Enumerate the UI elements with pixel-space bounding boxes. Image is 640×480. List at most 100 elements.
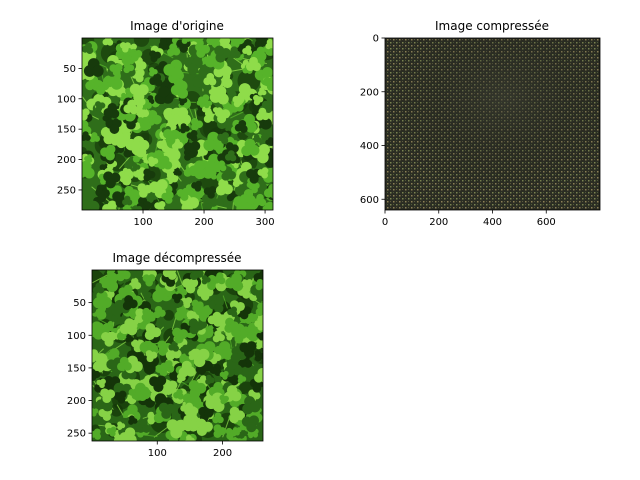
clover-leaf bbox=[161, 360, 175, 373]
clover-leaf bbox=[225, 273, 244, 292]
clover-leaf bbox=[188, 318, 205, 335]
clover-leaf bbox=[256, 331, 263, 341]
clover-leaf bbox=[186, 129, 198, 142]
clover-leaf bbox=[92, 282, 105, 294]
clover-leaf bbox=[149, 73, 163, 87]
clover-leaf bbox=[183, 148, 196, 161]
x-tick-label: 100 bbox=[148, 448, 167, 459]
clover-leaf bbox=[82, 200, 100, 210]
x-tick-label: 200 bbox=[213, 448, 232, 459]
y-tick-label: 100 bbox=[57, 94, 76, 105]
clover-leaf bbox=[256, 107, 270, 121]
clover-leaf bbox=[84, 154, 93, 163]
grass-blade bbox=[176, 270, 183, 285]
clover-leaf bbox=[213, 272, 226, 285]
clover-leaf bbox=[245, 56, 261, 72]
clover-leaf bbox=[253, 94, 264, 106]
clover-leaf bbox=[213, 341, 231, 360]
clover-leaf bbox=[105, 118, 122, 134]
clover-leaf bbox=[219, 370, 229, 380]
clover-leaf bbox=[254, 319, 263, 331]
clover-leaf bbox=[148, 179, 168, 199]
x-tick-label: 300 bbox=[256, 217, 275, 228]
subplot-title-decompressed: Image décompressée bbox=[113, 251, 242, 265]
clover-leaf bbox=[215, 160, 227, 172]
clover-leaf bbox=[149, 67, 158, 77]
clover-leaf bbox=[255, 302, 263, 317]
shadow-blotch bbox=[163, 309, 175, 321]
clover-leaf bbox=[144, 323, 162, 341]
clover-leaf bbox=[148, 156, 159, 167]
clover-leaf bbox=[213, 424, 227, 438]
clover-leaf bbox=[225, 427, 237, 440]
clover-leaf bbox=[176, 187, 191, 201]
clover-leaf bbox=[246, 168, 262, 184]
y-tick-label: 250 bbox=[57, 185, 76, 196]
clover-leaf bbox=[103, 171, 121, 189]
clover-leaf bbox=[167, 43, 181, 57]
clover-leaf bbox=[212, 412, 224, 424]
clover-leaf bbox=[92, 408, 99, 417]
clover-leaf bbox=[154, 86, 174, 105]
clover-leaf bbox=[181, 38, 192, 44]
clover-leaf bbox=[201, 275, 211, 285]
clover-leaf bbox=[224, 150, 237, 162]
grass-blade bbox=[247, 38, 253, 42]
clover-leaf bbox=[125, 334, 134, 343]
clover-leaf bbox=[185, 434, 195, 441]
clover-leaf bbox=[95, 187, 110, 203]
clover-leaf bbox=[257, 87, 267, 96]
clover-leaf bbox=[203, 73, 217, 86]
grass-blade bbox=[118, 156, 130, 170]
clover-leaf bbox=[113, 390, 127, 404]
clover-leaf bbox=[176, 373, 186, 384]
clover-leaf bbox=[249, 378, 263, 393]
clover-leaf bbox=[161, 191, 174, 204]
ticks-original: 100 200 300 50 100 150 200 250 bbox=[57, 64, 275, 228]
clover-leaf bbox=[214, 45, 231, 63]
clover-leaf bbox=[142, 291, 152, 301]
clover-leaf bbox=[117, 421, 126, 430]
clover-leaf bbox=[231, 328, 248, 344]
grass-blade bbox=[131, 208, 136, 210]
subplot-title-original: Image d'origine bbox=[130, 19, 224, 33]
clover-leaf bbox=[119, 42, 131, 53]
ticks-decompressed: 100 200 50 100 150 200 250 bbox=[67, 298, 232, 459]
clover-leaf bbox=[215, 178, 233, 196]
clover-leaf bbox=[205, 374, 215, 385]
clover-leaf bbox=[203, 109, 217, 123]
grass-blade bbox=[222, 295, 228, 309]
clover-leaf bbox=[96, 378, 106, 389]
clover-leaf bbox=[142, 274, 156, 287]
x-tick-label: 100 bbox=[133, 217, 152, 228]
clover-leaf bbox=[127, 55, 137, 65]
clover-leaf bbox=[102, 323, 113, 334]
clover-leaf bbox=[188, 160, 207, 179]
x-tick-label: 200 bbox=[194, 217, 213, 228]
clover-leaf bbox=[196, 418, 213, 437]
y-tick-label: 100 bbox=[67, 331, 86, 342]
clover-leaf bbox=[136, 419, 151, 433]
clover-leaf bbox=[103, 102, 120, 119]
subplot-title-compressed: Image compressée bbox=[435, 19, 549, 33]
clover-leaf bbox=[207, 311, 223, 327]
subplot-original: Image d'origine 100 200 300 50 100 150 200 250 bbox=[57, 19, 275, 228]
clover-leaf bbox=[203, 186, 217, 199]
clover-leaf bbox=[262, 202, 273, 210]
clover-leaf bbox=[158, 402, 176, 419]
clover-leaf bbox=[219, 196, 230, 207]
grass-blade bbox=[232, 202, 234, 210]
clover-leaf bbox=[170, 80, 189, 99]
clover-leaf bbox=[106, 426, 117, 437]
clover-leaf bbox=[143, 168, 156, 182]
y-tick-label: 200 bbox=[360, 87, 379, 98]
clover-leaf bbox=[209, 85, 229, 105]
clover-leaf bbox=[128, 270, 144, 279]
clover-leaf bbox=[214, 108, 231, 124]
clover-leaf bbox=[239, 341, 257, 358]
clover-leaf bbox=[149, 375, 167, 393]
clover-leaf bbox=[99, 272, 119, 293]
clover-leaf bbox=[100, 388, 116, 404]
x-tick-label: 200 bbox=[429, 217, 448, 228]
